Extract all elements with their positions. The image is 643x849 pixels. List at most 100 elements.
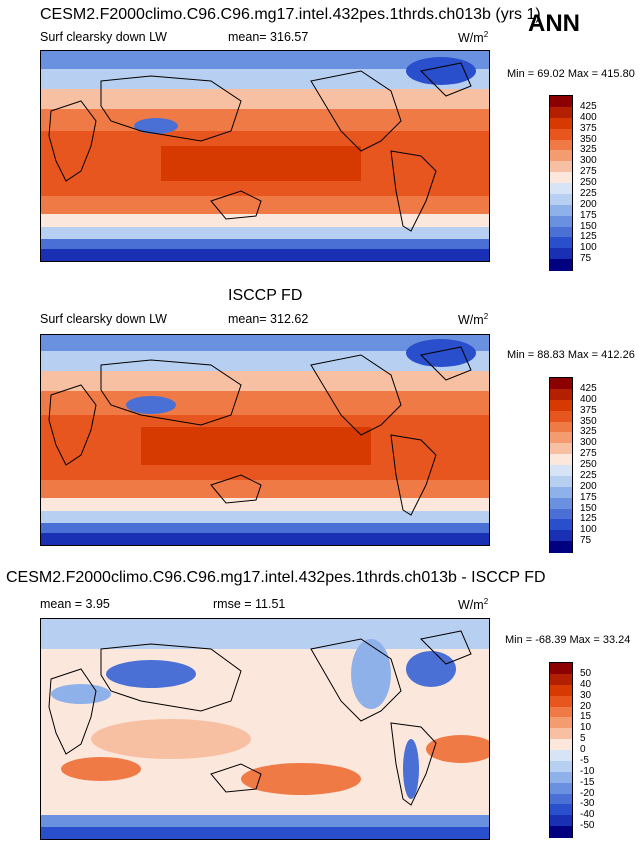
panel-1-title: CESM2.F2000climo.C96.C96.mg17.intel.432p… <box>40 6 541 23</box>
colorbar-tick-label: 400 <box>580 393 597 405</box>
colorbar-swatch <box>550 541 572 553</box>
colorbar-tick-label: 325 <box>580 426 597 438</box>
colorbar-tick-label: 225 <box>580 469 597 481</box>
panel-2-map <box>40 334 490 546</box>
colorbar-swatch <box>550 497 572 509</box>
colorbar-swatch <box>550 128 572 140</box>
panel-3-map <box>40 618 490 840</box>
colorbar-swatch <box>550 399 572 412</box>
colorbar-swatch <box>550 410 572 422</box>
panel-1-units: W/m2 <box>458 30 489 46</box>
colorbar-tick-label: 300 <box>580 437 597 449</box>
colorbar-swatch <box>550 106 572 119</box>
panel-1-map <box>40 50 490 262</box>
colorbar-tick-label: 250 <box>580 459 597 470</box>
colorbar-tick-label: -50 <box>580 820 595 832</box>
colorbar-tick-label: 200 <box>580 198 597 210</box>
colorbar-swatch <box>550 172 572 184</box>
panel-1-minmax: Min = 69.02 Max = 415.80 <box>507 68 635 80</box>
colorbar-tick-label: 200 <box>580 480 597 492</box>
colorbar-swatch <box>550 475 572 488</box>
colorbar-swatch <box>550 421 572 433</box>
colorbar-swatch <box>550 161 572 173</box>
colorbar-tick-label: 275 <box>580 166 597 178</box>
colorbar-tick-label: 125 <box>580 513 597 525</box>
colorbar-swatch <box>550 443 572 455</box>
colorbar-swatch <box>550 204 572 217</box>
colorbar-tick-label: -40 <box>580 809 595 821</box>
colorbar-swatch <box>550 815 572 827</box>
colorbar-tick-label: 375 <box>580 404 597 416</box>
panel-2-colorbar <box>549 377 573 553</box>
colorbar-swatch <box>550 673 572 686</box>
colorbar-swatch <box>550 695 572 707</box>
colorbar-tick-label: 350 <box>580 133 597 145</box>
panel-3-minmax: Min = -68.39 Max = 33.24 <box>505 634 631 646</box>
colorbar-swatch <box>550 465 572 477</box>
colorbar-swatch <box>550 454 572 466</box>
colorbar-swatch <box>550 96 572 108</box>
panel-2-minmax: Min = 88.83 Max = 412.26 <box>507 349 635 361</box>
panel-3-units: W/m2 <box>458 597 489 613</box>
colorbar-tick-label: 400 <box>580 111 597 123</box>
colorbar-swatch <box>550 804 572 816</box>
colorbar-tick-label: 125 <box>580 231 597 243</box>
colorbar-tick-label: 10 <box>580 722 592 734</box>
panel-3-colorbar <box>549 662 573 838</box>
colorbar-tick-label: 325 <box>580 144 597 156</box>
colorbar-tick-label: 75 <box>580 253 592 265</box>
colorbar-tick-label: 275 <box>580 448 597 460</box>
panel-2-units: W/m2 <box>458 312 489 328</box>
colorbar-swatch <box>550 519 572 531</box>
panel-1-mean: mean= 316.57 <box>228 30 309 44</box>
colorbar-swatch <box>550 826 572 838</box>
colorbar-tick-label: 0 <box>580 744 586 755</box>
panel-3-mean: mean = 3.95 <box>40 597 110 611</box>
colorbar-tick-label: 40 <box>580 678 592 690</box>
colorbar-tick-label: 20 <box>580 700 592 712</box>
colorbar-swatch <box>550 248 572 260</box>
colorbar-swatch <box>550 684 572 697</box>
colorbar-tick-label: -10 <box>580 765 595 777</box>
colorbar-tick-label: 100 <box>580 524 597 536</box>
panel-1-variable: Surf clearsky down LW <box>40 30 167 44</box>
colorbar-swatch <box>550 706 572 718</box>
colorbar-tick-label: 150 <box>580 502 597 514</box>
colorbar-swatch <box>550 782 572 794</box>
colorbar-swatch <box>550 728 572 740</box>
colorbar-swatch <box>550 750 572 762</box>
colorbar-tick-label: 175 <box>580 209 597 221</box>
colorbar-swatch <box>550 259 572 271</box>
colorbar-tick-label: -15 <box>580 776 595 788</box>
panel-2-title: ISCCP FD <box>228 287 303 304</box>
colorbar-tick-label: 150 <box>580 220 597 232</box>
colorbar-swatch <box>550 717 572 729</box>
colorbar-swatch <box>550 183 572 195</box>
colorbar-swatch <box>550 378 572 390</box>
colorbar-swatch <box>550 150 572 162</box>
panel-2-variable: Surf clearsky down LW <box>40 312 167 326</box>
colorbar-tick-label: 425 <box>580 382 597 394</box>
colorbar-tick-label: 5 <box>580 733 586 745</box>
colorbar-tick-label: -20 <box>580 787 595 799</box>
colorbar-swatch <box>550 117 572 130</box>
colorbar-swatch <box>550 226 572 238</box>
colorbar-swatch <box>550 193 572 206</box>
season-label: ANN <box>528 10 580 37</box>
colorbar-swatch <box>550 739 572 751</box>
colorbar-tick-label: 75 <box>580 535 592 547</box>
colorbar-swatch <box>550 388 572 401</box>
colorbar-tick-label: 30 <box>580 689 592 701</box>
colorbar-tick-label: 175 <box>580 491 597 503</box>
colorbar-swatch <box>550 760 572 773</box>
panel-1-colorbar <box>549 95 573 271</box>
colorbar-swatch <box>550 530 572 542</box>
colorbar-swatch <box>550 663 572 675</box>
colorbar-tick-label: 300 <box>580 155 597 167</box>
colorbar-swatch <box>550 215 572 227</box>
colorbar-tick-label: 250 <box>580 177 597 188</box>
colorbar-tick-label: 375 <box>580 122 597 134</box>
colorbar-tick-label: -30 <box>580 798 595 810</box>
panel-3-title: CESM2.F2000climo.C96.C96.mg17.intel.432p… <box>6 569 546 586</box>
colorbar-tick-label: -5 <box>580 754 589 766</box>
